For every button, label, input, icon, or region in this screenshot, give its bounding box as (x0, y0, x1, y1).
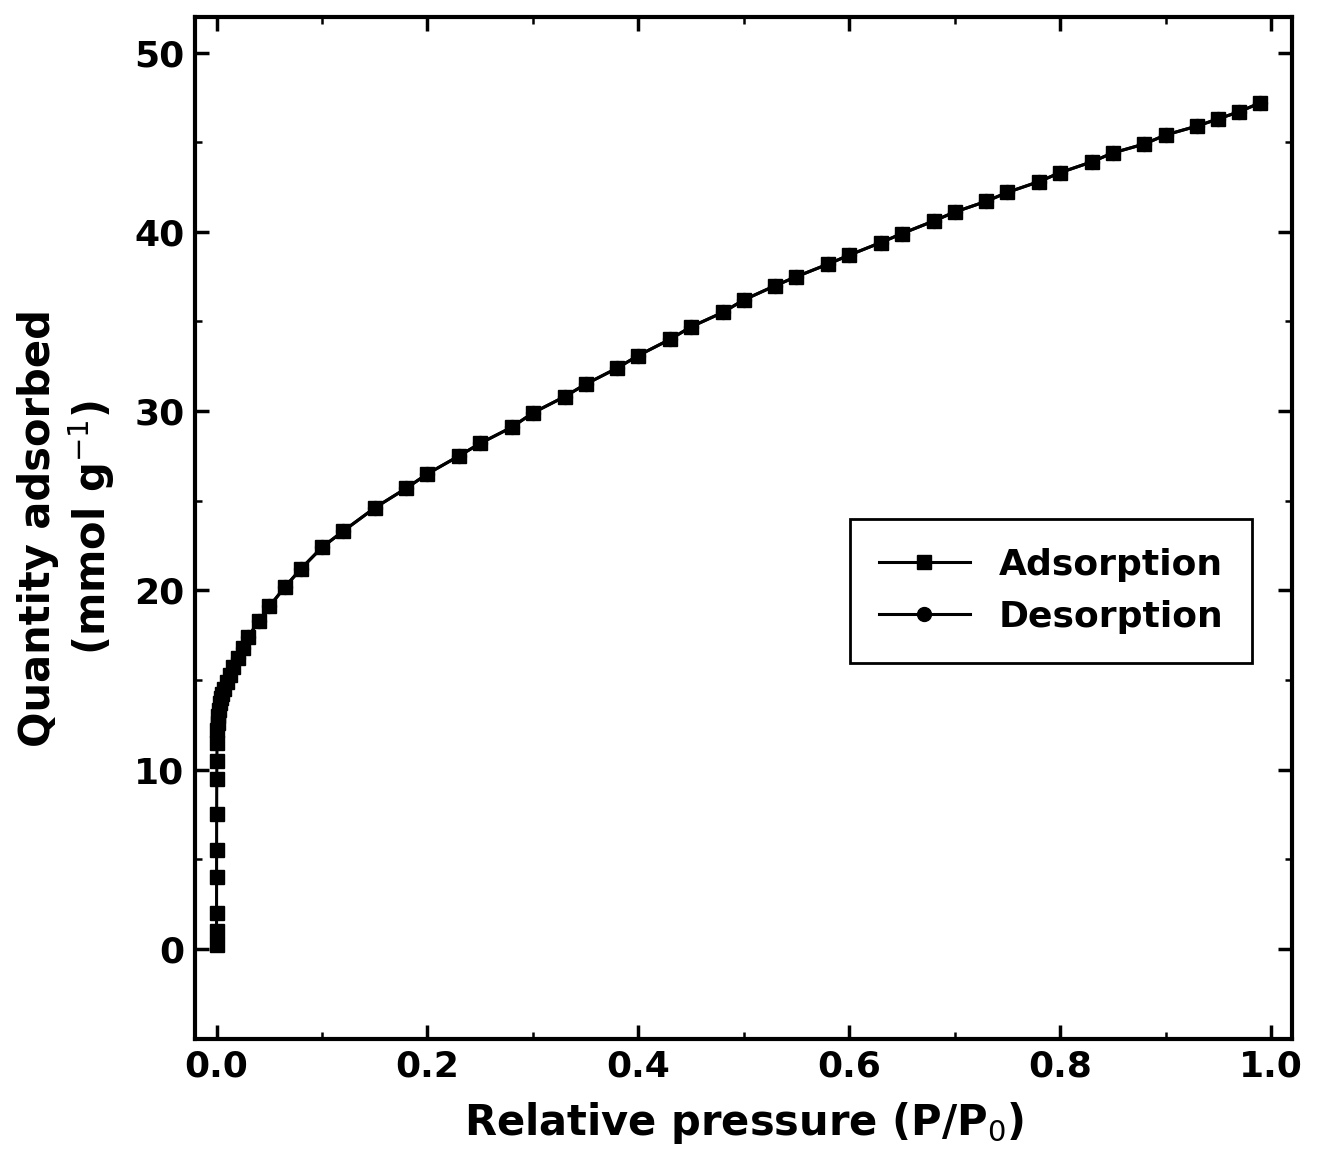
Desorption (399, 481, 415, 495)
Desorption (1157, 128, 1173, 142)
Line: Adsorption: Adsorption (210, 95, 1267, 952)
Adsorption (683, 320, 699, 334)
Desorption (1083, 155, 1099, 169)
Desorption (251, 614, 267, 628)
Legend: Adsorption, Desorption: Adsorption, Desorption (851, 519, 1252, 663)
Desorption (736, 293, 752, 307)
Desorption (662, 333, 678, 347)
Desorption (609, 361, 625, 374)
Adsorption (524, 406, 540, 420)
Desorption (240, 630, 256, 644)
Desorption (556, 390, 572, 404)
Desorption (367, 501, 383, 515)
X-axis label: Relative pressure (P/P$_0$): Relative pressure (P/P$_0$) (464, 1100, 1024, 1147)
Adsorption (420, 466, 436, 480)
Desorption (873, 236, 889, 250)
Desorption (820, 257, 836, 271)
Adsorption (1252, 95, 1268, 109)
Desorption (894, 227, 910, 241)
Desorption (1189, 119, 1205, 133)
Desorption (336, 525, 351, 538)
Adsorption (209, 939, 225, 952)
Desorption (577, 377, 593, 391)
Desorption (230, 651, 246, 665)
Desorption (420, 466, 436, 480)
Desorption (841, 248, 857, 262)
Desorption (1000, 185, 1016, 199)
Desorption (1032, 174, 1048, 188)
Desorption (503, 420, 519, 434)
Desorption (452, 449, 468, 463)
Desorption (683, 320, 699, 334)
Adsorption (293, 562, 309, 576)
Y-axis label: Quantity adsorbed
(mmol g$^{-1}$): Quantity adsorbed (mmol g$^{-1}$) (17, 308, 118, 747)
Desorption (1136, 137, 1152, 151)
Desorption (293, 562, 309, 576)
Desorption (235, 641, 251, 655)
Desorption (262, 599, 277, 613)
Desorption (715, 306, 731, 320)
Desorption (314, 541, 330, 555)
Adsorption (662, 333, 678, 347)
Desorption (1104, 145, 1120, 159)
Desorption (1053, 165, 1069, 179)
Adsorption (209, 736, 225, 750)
Desorption (1231, 105, 1247, 119)
Desorption (630, 349, 646, 363)
Desorption (768, 279, 783, 293)
Desorption (524, 406, 540, 420)
Desorption (789, 270, 804, 284)
Desorption (277, 580, 293, 594)
Desorption (979, 194, 995, 208)
Desorption (926, 214, 942, 228)
Desorption (472, 436, 487, 450)
Desorption (1210, 112, 1226, 126)
Line: Desorption: Desorption (231, 95, 1267, 665)
Desorption (947, 205, 963, 219)
Desorption (1252, 95, 1268, 109)
